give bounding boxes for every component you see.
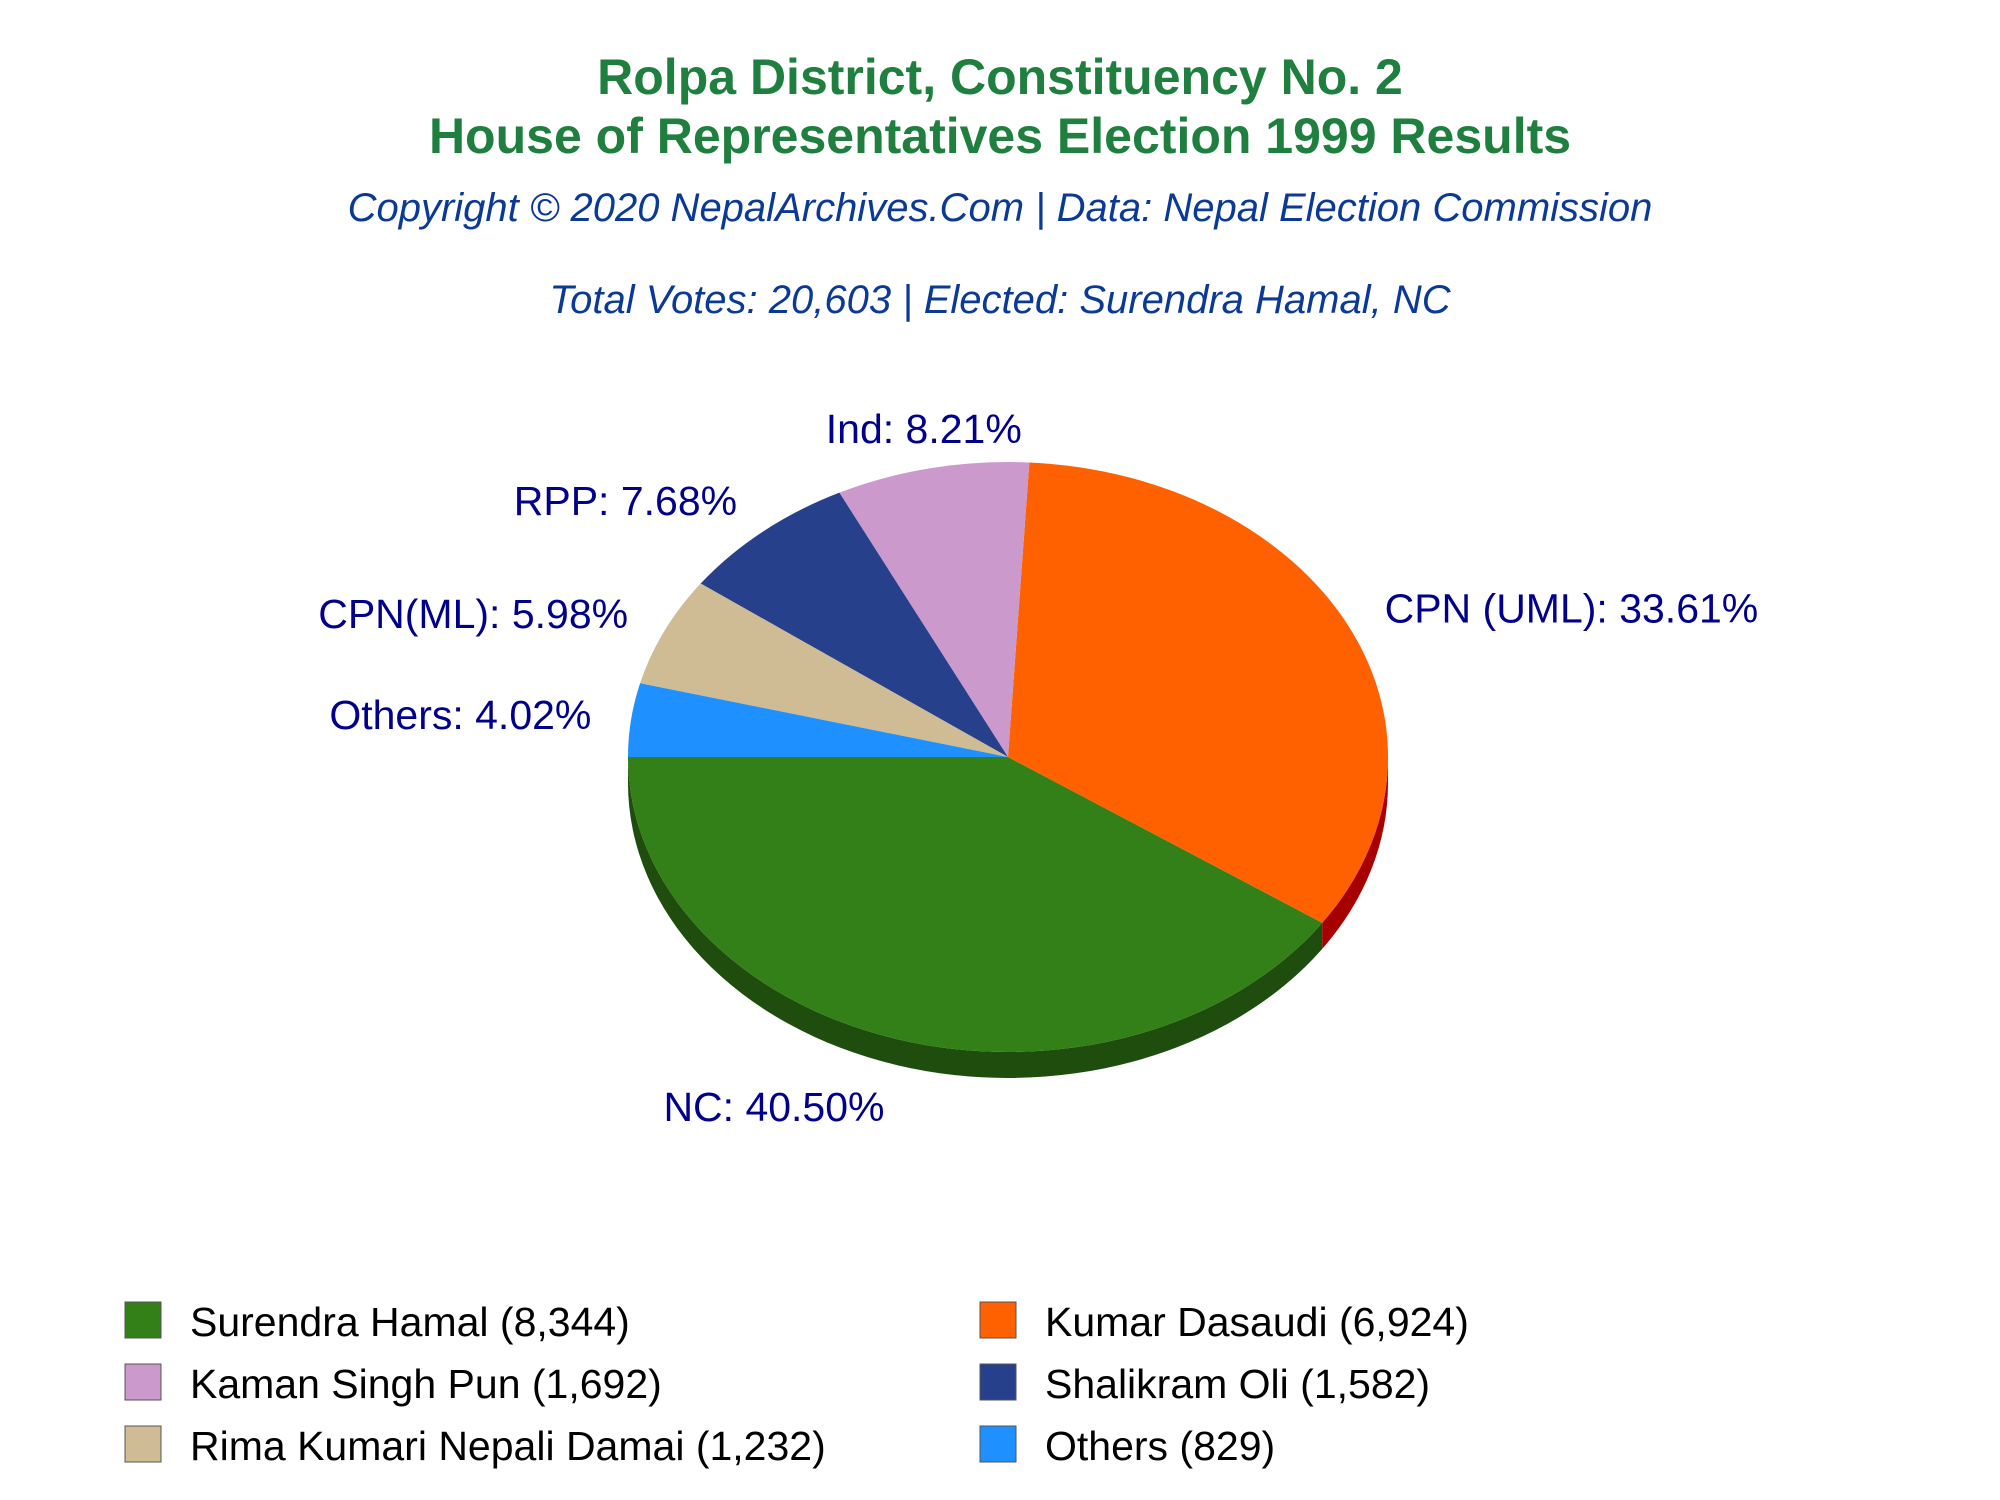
chart-title-line1: Rolpa District, Constituency No. 2 <box>597 49 1403 105</box>
legend-label-others: Others (829) <box>1045 1423 1275 1469</box>
legend-swatch-cpn-ml <box>124 1425 162 1463</box>
summary-text: Total Votes: 20,603 | Elected: Surendra … <box>549 278 1451 322</box>
legend-label-nc: Surendra Hamal (8,344) <box>190 1299 630 1345</box>
slice-label-others: Others: 4.02% <box>329 692 591 738</box>
legend-label-cpn-ml: Rima Kumari Nepali Damai (1,232) <box>190 1423 826 1469</box>
legend-swatch-rpp <box>979 1363 1017 1401</box>
pie-slice-others <box>628 683 1008 757</box>
copyright-text: Copyright © 2020 NepalArchives.Com | Dat… <box>348 186 1653 230</box>
slice-label-nc: NC: 40.50% <box>663 1084 884 1130</box>
legend-swatch-nc <box>124 1301 162 1339</box>
slice-label-rpp: RPP: 7.68% <box>514 478 737 524</box>
legend-swatch-cpn-uml <box>979 1301 1017 1339</box>
legend-swatch-ind <box>124 1363 162 1401</box>
chart-title-line2: House of Representatives Election 1999 R… <box>429 108 1571 164</box>
pie-slice-nc <box>628 757 1323 1053</box>
pie-slice-ind <box>839 461 1030 757</box>
legend-swatch-others <box>979 1425 1017 1463</box>
pie-slice-cpn-ml <box>640 583 1008 757</box>
slice-label-ind: Ind: 8.21% <box>826 406 1022 452</box>
legend-label-ind: Kaman Singh Pun (1,692) <box>190 1361 662 1407</box>
slice-label-cpn-uml: CPN (UML): 33.61% <box>1385 586 1759 632</box>
pie-slice-cpn-uml <box>1008 462 1389 923</box>
pie-slices <box>628 461 1389 1053</box>
pie-labels: NC: 40.50% CPN (UML): 33.61% Ind: 8.21% RPP… <box>318 406 1758 1130</box>
pie-depth <box>628 757 1388 1079</box>
legend-label-rpp: Shalikram Oli (1,582) <box>1045 1361 1430 1407</box>
slice-label-cpn-ml: CPN(ML): 5.98% <box>318 591 628 637</box>
pie-side-cpn-uml <box>1322 757 1388 949</box>
legend-label-cpn-uml: Kumar Dasaudi (6,924) <box>1045 1299 1469 1345</box>
legend: Surendra Hamal (8,344) Kumar Dasaudi (6,9… <box>124 1299 1469 1469</box>
pie-slice-rpp <box>700 492 1008 757</box>
